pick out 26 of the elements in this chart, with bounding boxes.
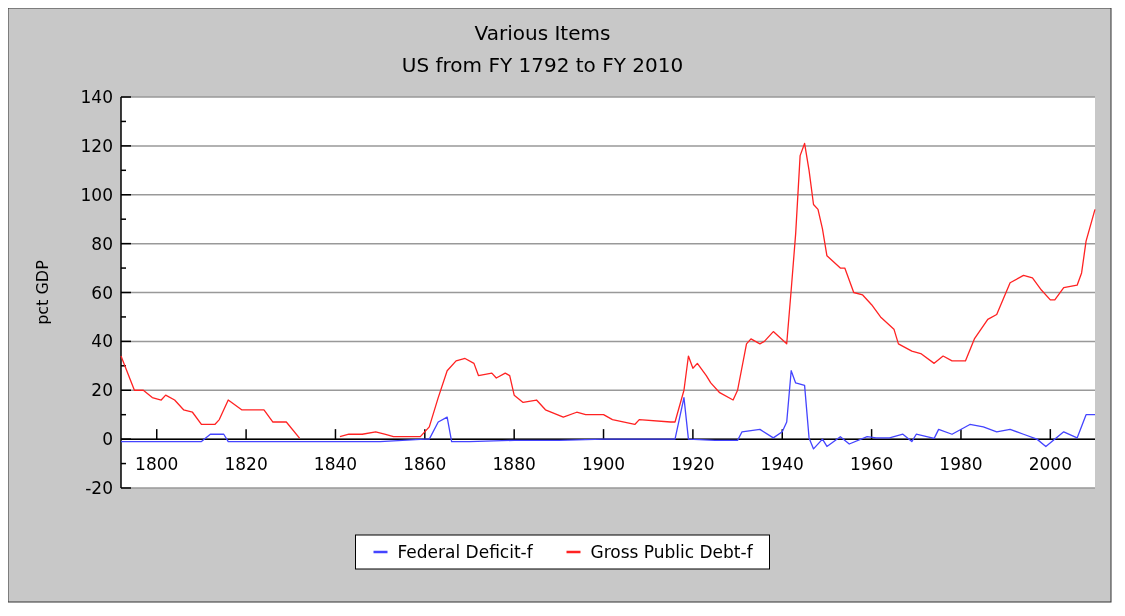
x-tick-label: 1960 bbox=[849, 454, 894, 475]
y-tick-label: 80 bbox=[91, 233, 113, 254]
line-series bbox=[120, 370, 1096, 450]
x-tick-label: 1840 bbox=[313, 454, 358, 475]
y-tick-label: 100 bbox=[80, 184, 113, 205]
chart-subtitle: US from FY 1792 to FY 2010 bbox=[401, 53, 684, 77]
legend-label: Federal Deficit-f bbox=[397, 542, 534, 562]
x-tick-label: 1800 bbox=[135, 454, 179, 475]
x-tick-label: 1900 bbox=[581, 454, 626, 475]
y-tick-label: 120 bbox=[80, 135, 113, 156]
y-tick-label: -20 bbox=[85, 478, 113, 498]
x-tick-label: 1860 bbox=[403, 454, 447, 475]
y-tick-label: 40 bbox=[91, 331, 113, 352]
x-tick-label: 1940 bbox=[760, 454, 804, 475]
x-tick-label: 1880 bbox=[492, 454, 536, 475]
y-tick-label: 20 bbox=[91, 380, 113, 401]
x-tick-label: 1980 bbox=[939, 454, 983, 475]
y-tick-label: 60 bbox=[91, 282, 113, 303]
x-tick-label: 1920 bbox=[671, 454, 715, 475]
y-tick-label: 140 bbox=[80, 87, 113, 107]
x-tick-label: 1820 bbox=[224, 454, 268, 475]
chart-title: Various Items bbox=[474, 21, 611, 45]
legend-label: Gross Public Debt-f bbox=[590, 542, 754, 562]
y-axis-title: pct GDP bbox=[33, 259, 52, 325]
y-tick-label: 0 bbox=[102, 429, 113, 450]
x-tick-label: 2000 bbox=[1028, 454, 1072, 475]
